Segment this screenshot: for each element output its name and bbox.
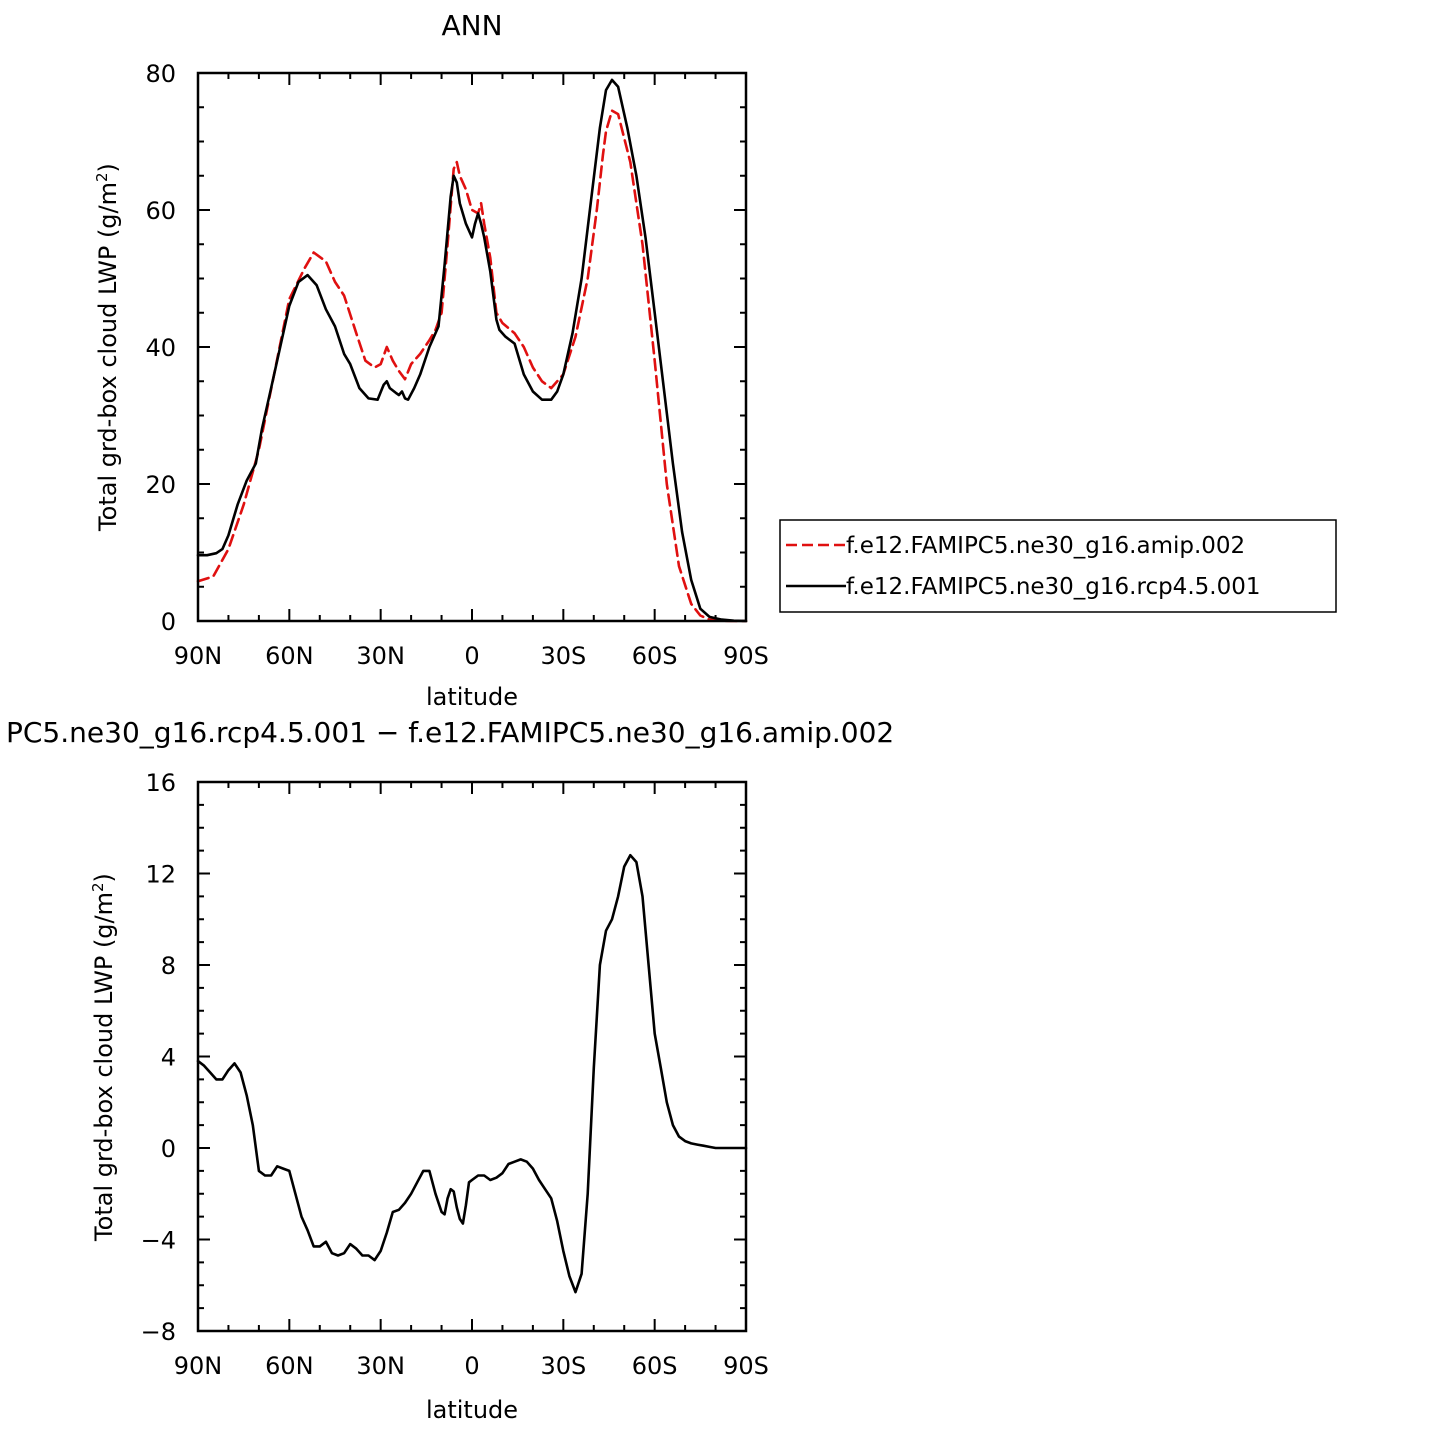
- top-axis-ticks: 90N 60N 30N 0 30S 60S 90S 0 20 40 60 80: [145, 60, 768, 670]
- top-y-tick-label: 60: [145, 197, 176, 225]
- top-y-tick-label: 20: [145, 471, 176, 499]
- legend: f.e12.FAMIPC5.ne30_g16.amip.002 f.e12.FA…: [779, 519, 1337, 613]
- bottom-y-tick-label: −8: [141, 1318, 176, 1346]
- bottom-axis-ticks: 90N 60N 30N 0 30S 60S 90S −8 −4 0 4 8 12 16: [141, 769, 769, 1380]
- top-y-axis-label: Total grd-box cloud LWP (g/m2): [93, 163, 122, 532]
- top-y-axis-label-close: ): [94, 163, 122, 172]
- top-x-tick-label: 60S: [632, 642, 678, 670]
- top-y-axis-label-main: Total grd-box cloud LWP (g/m: [94, 182, 122, 532]
- bottom-y-axis-label-sup: 2: [89, 882, 107, 892]
- top-plot-frame: [196, 71, 748, 623]
- bottom-x-tick-label: 60S: [632, 1352, 678, 1380]
- top-x-tick-label: 30S: [540, 642, 586, 670]
- top-x-tick-label: 0: [464, 642, 479, 670]
- top-x-tick-label: 60N: [265, 642, 314, 670]
- bottom-series-lines: [196, 853, 748, 1294]
- bottom-y-tick-label: 8: [161, 952, 176, 980]
- bottom-x-tick-label: 60N: [265, 1352, 314, 1380]
- top-chart-panel: ANN Total grd-box cloud LWP (g/m2) latit…: [93, 9, 769, 711]
- bottom-chart-panel: PC5.ne30_g16.rcp4.5.001 − f.e12.FAMIPC5.…: [6, 716, 894, 1424]
- bottom-x-tick-label: 90S: [723, 1352, 769, 1380]
- top-y-tick-label: 80: [145, 60, 176, 88]
- top-x-tick-label: 30N: [356, 642, 405, 670]
- bottom-chart-title: PC5.ne30_g16.rcp4.5.001 − f.e12.FAMIPC5.…: [6, 716, 894, 749]
- bottom-y-tick-label: 0: [161, 1135, 176, 1163]
- bottom-y-axis-label: Total grd-box cloud LWP (g/m2): [89, 873, 118, 1242]
- bottom-y-tick-label: 4: [161, 1044, 176, 1072]
- top-x-axis-label: latitude: [426, 683, 518, 711]
- top-series-lines: [196, 78, 748, 623]
- top-x-tick-label: 90N: [174, 642, 223, 670]
- bottom-x-tick-label: 30S: [540, 1352, 586, 1380]
- top-series-line-1: [196, 109, 748, 623]
- bottom-y-tick-label: −4: [141, 1227, 176, 1255]
- bottom-y-tick-label: 16: [145, 769, 176, 797]
- bottom-x-tick-label: 30N: [356, 1352, 405, 1380]
- bottom-y-axis-label-close: ): [90, 873, 118, 882]
- bottom-y-axis-label-main: Total grd-box cloud LWP (g/m: [90, 892, 118, 1242]
- legend-label-rcp: f.e12.FAMIPC5.ne30_g16.rcp4.5.001: [846, 574, 1260, 600]
- top-y-tick-label: 0: [161, 608, 176, 636]
- top-y-axis-label-sup: 2: [93, 172, 111, 182]
- top-chart-title: ANN: [441, 9, 502, 42]
- bottom-series-line-1: [196, 853, 748, 1294]
- bottom-y-tick-label: 12: [145, 861, 176, 889]
- legend-label-amip: f.e12.FAMIPC5.ne30_g16.amip.002: [846, 533, 1245, 559]
- top-series-line-2: [196, 78, 748, 623]
- bottom-plot-frame: [196, 780, 748, 1333]
- bottom-x-axis-label: latitude: [426, 1396, 518, 1424]
- legend-box: [779, 519, 1337, 613]
- top-x-tick-label: 90S: [723, 642, 769, 670]
- bottom-x-tick-label: 90N: [174, 1352, 223, 1380]
- bottom-x-tick-label: 0: [464, 1352, 479, 1380]
- top-y-tick-label: 40: [145, 334, 176, 362]
